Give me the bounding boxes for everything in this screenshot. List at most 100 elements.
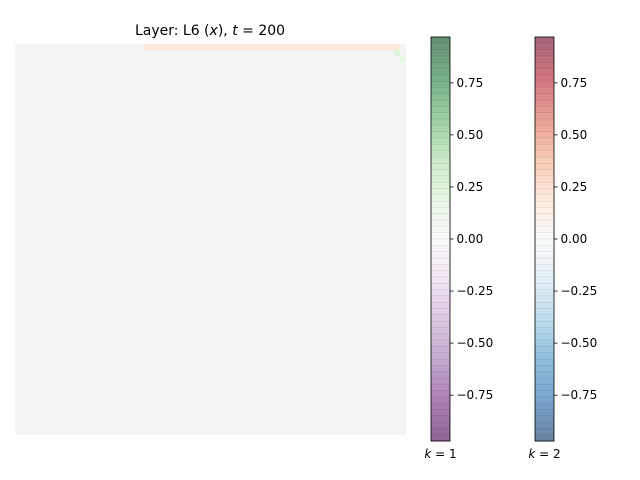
colorbar-segment: [431, 346, 450, 354]
colorbar-tick-label: 0.75: [457, 76, 484, 90]
heatmap-cell: [247, 44, 254, 51]
heatmap-cell: [326, 44, 333, 51]
colorbar-segment: [431, 138, 450, 145]
heatmap-cell: [399, 56, 406, 63]
colorbar-segment: [535, 74, 554, 82]
colorbar-segment: [535, 314, 554, 322]
colorbar-segment: [431, 144, 450, 152]
colorbars: −0.75−0.50−0.250.000.250.500.75k = 1−0.7…: [424, 36, 598, 461]
colorbar-segment: [431, 163, 450, 170]
title-prefix: Layer: L6 (: [135, 23, 210, 39]
colorbar-segment: [431, 365, 450, 372]
colorbar-segment: [431, 340, 450, 347]
colorbar-label: k = 1: [424, 447, 456, 461]
colorbar-segment: [535, 131, 554, 139]
heatmap-cell: [332, 44, 340, 51]
heatmap-cell: [351, 44, 358, 51]
title-suffix: = 200: [238, 23, 285, 39]
colorbar-segment: [535, 213, 554, 221]
colorbar-segment: [535, 390, 554, 398]
colorbar-segment: [431, 358, 450, 366]
colorbar-segment: [431, 194, 450, 202]
colorbar-segment: [431, 308, 450, 316]
heatmap-cell: [357, 44, 364, 51]
colorbar-segment: [535, 163, 554, 170]
colorbar-segment: [535, 270, 554, 278]
colorbar-segment: [535, 358, 554, 366]
colorbar-tick-label: 0.50: [457, 128, 484, 142]
colorbar-segment: [431, 226, 450, 234]
colorbar-segment: [535, 257, 554, 265]
colorbar-segment: [535, 346, 554, 354]
heatmap-cell: [393, 50, 400, 57]
colorbar-segment: [535, 81, 554, 88]
title-var: x: [209, 23, 219, 39]
heatmap-cell: [265, 44, 272, 51]
title-tvar: t: [232, 23, 238, 39]
colorbar-segment: [431, 270, 450, 278]
heatmap-cell: [210, 44, 217, 51]
colorbar-segment: [535, 327, 554, 335]
colorbar-segment: [535, 422, 554, 429]
colorbar-tick-label: 0.50: [561, 128, 588, 142]
heatmap-cell: [234, 44, 242, 51]
colorbar-segment: [535, 295, 554, 303]
colorbar-segment: [431, 245, 450, 253]
colorbar-segment: [535, 175, 554, 183]
heatmap-cell: [375, 44, 382, 51]
colorbar-segment: [535, 384, 554, 391]
heatmap-cell: [222, 44, 230, 51]
colorbar-segment: [535, 396, 554, 404]
colorbar-segment: [431, 327, 450, 335]
colorbar-tick-label: 0.75: [561, 76, 588, 90]
heatmap-cell: [363, 44, 370, 51]
heatmap-cell: [369, 44, 376, 51]
heatmap-plot: [15, 44, 406, 435]
colorbar-segment: [535, 308, 554, 316]
colorbar-segment: [431, 220, 450, 227]
colorbar-segment: [431, 207, 450, 215]
colorbar-segment: [535, 264, 554, 271]
colorbar-segment: [535, 49, 554, 57]
colorbar-label: k = 2: [528, 447, 560, 461]
colorbar-segment: [431, 213, 450, 221]
colorbar-segment: [431, 403, 450, 410]
heatmap-cell: [179, 44, 187, 51]
heatmap-cell: [338, 44, 346, 51]
colorbar-segment: [431, 321, 450, 328]
colorbar-segment: [535, 87, 554, 95]
colorbar-segment: [535, 302, 554, 309]
heatmap-cell: [204, 44, 211, 51]
heatmap-cell: [344, 44, 352, 51]
heatmap-background: [15, 44, 406, 435]
colorbar-segment: [535, 62, 554, 69]
colorbar-tick-label: −0.50: [561, 336, 598, 350]
colorbar-segment: [431, 169, 450, 177]
colorbar-segment: [431, 188, 450, 196]
colorbar-tick-label: 0.00: [561, 232, 588, 246]
heatmap-cell: [149, 44, 156, 51]
heatmap-cell: [198, 44, 205, 51]
colorbar-segment: [431, 289, 450, 297]
colorbar-segment: [431, 37, 450, 44]
colorbar-segment: [431, 239, 450, 246]
colorbar-segment: [431, 377, 450, 385]
heatmap-cell: [167, 44, 175, 51]
colorbar-segment: [431, 49, 450, 57]
colorbar-segment: [535, 194, 554, 202]
heatmap-cell: [271, 44, 279, 51]
colorbar-segment: [431, 396, 450, 404]
heatmap-cell: [228, 44, 236, 51]
colorbar-tick-label: −0.25: [561, 284, 598, 298]
colorbar-segment: [535, 207, 554, 215]
colorbar-tick-label: −0.25: [457, 284, 494, 298]
colorbar-segment: [535, 245, 554, 253]
heatmap-cell: [296, 44, 303, 51]
colorbar-segment: [535, 188, 554, 196]
colorbar-segment: [535, 156, 554, 164]
colorbar-segment: [535, 434, 554, 442]
colorbar-segment: [431, 62, 450, 69]
colorbar-tick-label: −0.75: [561, 388, 598, 402]
colorbar-segment: [535, 239, 554, 246]
heatmap-cell: [320, 44, 327, 51]
